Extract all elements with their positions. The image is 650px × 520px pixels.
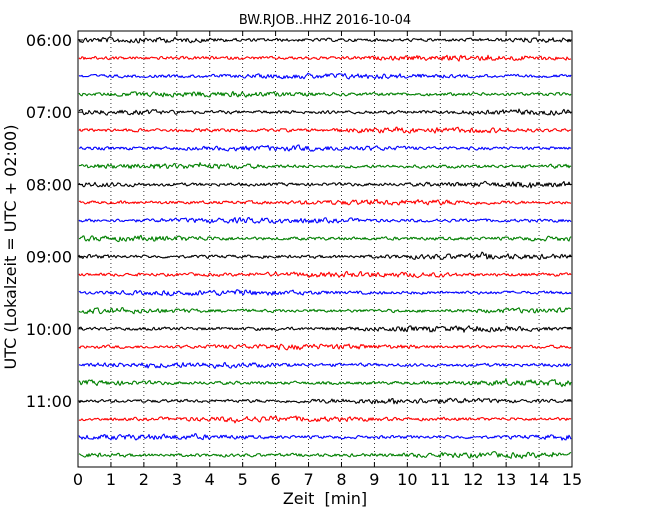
x-tick-label: 15 <box>562 470 582 489</box>
trace-line <box>78 378 572 388</box>
x-tick-label: 7 <box>303 470 313 489</box>
x-tick-label: 2 <box>139 470 149 489</box>
chart-title: BW.RJOB..HHZ 2016-10-04 <box>239 13 411 28</box>
trace-line <box>78 54 572 62</box>
trace-line <box>78 325 572 333</box>
trace-line <box>78 433 572 441</box>
x-axis: 0 1 2 3 4 5 6 7 8 9 10 11 12 13 14 15 <box>73 31 582 489</box>
y-tick-label: 06:00 <box>26 31 72 50</box>
trace-line <box>78 234 572 243</box>
x-tick-label: 12 <box>463 470 483 489</box>
y-tick-label: 11:00 <box>26 392 72 411</box>
y-tick-label: 08:00 <box>26 175 72 194</box>
x-tick-label: 4 <box>205 470 215 489</box>
grid-lines <box>110 31 540 467</box>
x-tick-label: 9 <box>369 470 379 489</box>
trace-line <box>78 361 572 369</box>
x-tick-label: 8 <box>336 470 346 489</box>
trace-line <box>78 90 572 98</box>
x-tick-label: 1 <box>106 470 116 489</box>
x-tick-label: 13 <box>496 470 516 489</box>
trace-line <box>78 198 572 206</box>
trace-line <box>78 72 572 80</box>
trace-line <box>78 126 572 134</box>
traces <box>78 36 572 459</box>
y-axis: 06:00 07:00 08:00 09:00 10:00 11:00 <box>26 31 572 411</box>
x-tick-label: 0 <box>73 470 83 489</box>
trace-line <box>78 36 572 44</box>
x-tick-label: 10 <box>397 470 417 489</box>
trace-line <box>78 180 572 189</box>
trace-line <box>78 343 572 351</box>
trace-line <box>78 306 572 315</box>
y-tick-label: 09:00 <box>26 248 72 267</box>
x-tick-label: 11 <box>430 470 450 489</box>
trace-line <box>78 162 572 170</box>
x-axis-label: Zeit [min] <box>283 489 367 508</box>
trace-line <box>78 451 572 459</box>
y-tick-label: 10:00 <box>26 320 72 339</box>
plot-frame <box>77 30 573 468</box>
trace-line <box>78 108 572 116</box>
trace-line <box>78 144 572 152</box>
x-tick-label: 6 <box>271 470 281 489</box>
trace-line <box>78 216 572 224</box>
trace-line <box>78 270 572 279</box>
x-tick-label: 3 <box>172 470 182 489</box>
trace-line <box>78 415 572 424</box>
x-tick-label: 14 <box>529 470 549 489</box>
y-tick-label: 07:00 <box>26 103 72 122</box>
trace-line <box>78 397 572 405</box>
trace-line <box>78 251 572 260</box>
x-tick-label: 5 <box>238 470 248 489</box>
y-axis-label: UTC (Lokalzeit = UTC + 02:00) <box>1 125 20 370</box>
trace-line <box>78 289 572 297</box>
